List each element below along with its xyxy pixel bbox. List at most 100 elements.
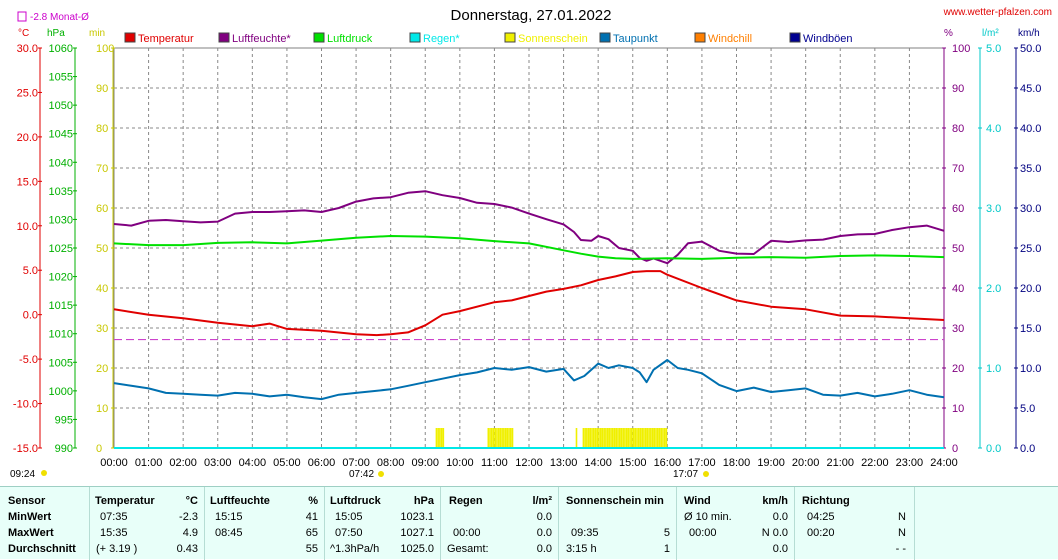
time-sunset-label: 17:07 — [673, 469, 698, 480]
col-sunshine: Sonnenschein min 09:35 5 3:15 h 1 — [559, 487, 677, 560]
sunshine-bar — [437, 428, 439, 448]
pressure-tick-label: 1020 — [49, 272, 73, 284]
sunshine-bar — [636, 428, 638, 448]
sunshine-bar — [586, 428, 588, 448]
weather-chart: Donnerstag, 27.01.2022 www.wetter-pfalze… — [10, 7, 1052, 480]
x-tick-label: 07:00 — [342, 457, 370, 469]
legend-label: Sonnenschein — [518, 33, 588, 45]
sunshine-bar — [643, 428, 645, 448]
sunshine-bar — [622, 428, 624, 448]
sunshine-bar — [494, 428, 497, 448]
min-row-label: MinWert — [8, 511, 52, 523]
x-tick-label: 11:00 — [481, 457, 508, 469]
sun-tick-label: 10 — [96, 403, 108, 415]
sun-tick-label: 70 — [96, 163, 108, 175]
wind-v2: N 0.0 — [761, 527, 788, 539]
sun-time: 09:35 — [571, 527, 599, 539]
sun-tick-label: 40 — [96, 283, 108, 295]
temp-min-value: -2.3 — [179, 511, 198, 523]
rain-tick-label: 0.0 — [986, 443, 1001, 455]
rain-tick-label: 3.0 — [986, 203, 1001, 215]
legend-label: Luftfeuchte* — [232, 33, 291, 45]
wind-tick-label: 5.0 — [1020, 403, 1035, 415]
x-tick-label: 05:00 — [273, 457, 301, 469]
wind-tick-label: 25.0 — [1020, 243, 1041, 255]
hum-min-value: 41 — [305, 511, 318, 523]
humidity-tick-label: 30 — [952, 323, 964, 335]
wind-avg-label: Ø 10 min. — [684, 511, 732, 523]
temp-trend: (+ 3.19 ) — [96, 543, 138, 555]
x-tick-label: 20:00 — [792, 457, 820, 469]
x-tick-label: 23:00 — [896, 457, 924, 469]
x-tick-label: 02:00 — [169, 457, 197, 469]
grid — [113, 47, 945, 449]
x-tick-label: 12:00 — [515, 457, 543, 469]
press-trend: ^1.3hPa/h — [330, 543, 380, 555]
pressure-tick-label: 1055 — [49, 72, 73, 84]
sunshine-bar — [624, 428, 626, 448]
hum-header: Luftfeuchte — [210, 495, 270, 507]
sunrise-icon — [378, 471, 384, 477]
time-sunrise-label: 07:42 — [349, 469, 374, 480]
press-max-time: 07:50 — [335, 527, 363, 539]
sunshine-bar — [575, 428, 578, 448]
sunshine-bar — [641, 428, 643, 448]
sun-tick-label: 60 — [96, 203, 108, 215]
sunshine-bar — [601, 428, 604, 448]
wind-tick-label: 0.0 — [1020, 443, 1035, 455]
temp-tick-label: 30.0 — [17, 43, 38, 55]
series-line-luftdruck — [113, 235, 945, 260]
sunshine-bar — [648, 428, 650, 448]
rain-v1: 0.0 — [536, 511, 552, 523]
wind-unit-label: km/h — [1018, 28, 1040, 39]
wind-v1: 0.0 — [772, 511, 788, 523]
humidity-tick-label: 60 — [952, 203, 964, 215]
wind-tick-label: 50.0 — [1020, 43, 1041, 55]
series-line-luftfeuchte — [113, 190, 945, 265]
legend-swatch — [789, 32, 801, 43]
sunshine-bar — [606, 428, 609, 448]
pressure-tick-label: 995 — [55, 414, 73, 426]
monthly-avg-marker-icon — [17, 11, 27, 22]
sun-total: 3:15 h — [566, 543, 597, 555]
sunshine-bar — [439, 428, 441, 448]
hum-max-time: 08:45 — [215, 527, 243, 539]
pressure-tick-label: 1025 — [49, 243, 73, 255]
temp-tick-label: 20.0 — [17, 132, 38, 144]
pressure-tick-label: 1060 — [49, 43, 73, 55]
x-tick-label: 19:00 — [757, 457, 785, 469]
col-rain: Regen l/m² 0.0 00:00 0.0 Gesamt: 0.0 — [441, 487, 559, 560]
sun-unit-label: min — [89, 28, 105, 39]
sunshine-bar — [605, 428, 607, 448]
legend-swatch — [313, 32, 325, 43]
wind-tick-label: 15.0 — [1020, 323, 1041, 335]
site-link[interactable]: www.wetter-pfalzen.com — [943, 7, 1052, 18]
col-sensor: Sensor MinWert MaxWert Durchschnitt — [0, 487, 90, 560]
sunshine-bar — [506, 428, 509, 448]
sunshine-bar — [617, 428, 619, 448]
sunshine-bar — [665, 428, 668, 448]
rain-unit: l/m² — [532, 495, 552, 507]
wind-header: Wind — [684, 495, 711, 507]
legend-label: Regen* — [423, 33, 460, 45]
x-tick-label: 21:00 — [826, 457, 854, 469]
x-tick-label: 08:00 — [377, 457, 405, 469]
sunshine-bar — [440, 428, 443, 448]
sun-tick-label: 30 — [96, 323, 108, 335]
sun-tick-label: 50 — [96, 243, 108, 255]
temp-tick-label: -10.0 — [13, 399, 38, 411]
sunshine-bar — [501, 428, 503, 448]
legend-swatch — [218, 32, 230, 43]
wind-tick-label: 35.0 — [1020, 163, 1041, 175]
pressure-tick-label: 1035 — [49, 186, 73, 198]
temp-unit: °C — [185, 495, 198, 507]
series-line-taupunkt — [113, 359, 945, 401]
pressure-tick-label: 1030 — [49, 214, 73, 226]
monthly-avg-label: -2.8 Monat-Ø — [30, 12, 89, 23]
temp-min-time: 07:35 — [100, 511, 128, 523]
pressure-tick-label: 1040 — [49, 157, 73, 169]
temp-tick-label: 5.0 — [23, 265, 38, 277]
temp-avg-value: 0.43 — [176, 543, 198, 555]
press-header: Luftdruck — [330, 495, 381, 507]
sunshine-bar — [497, 428, 500, 448]
